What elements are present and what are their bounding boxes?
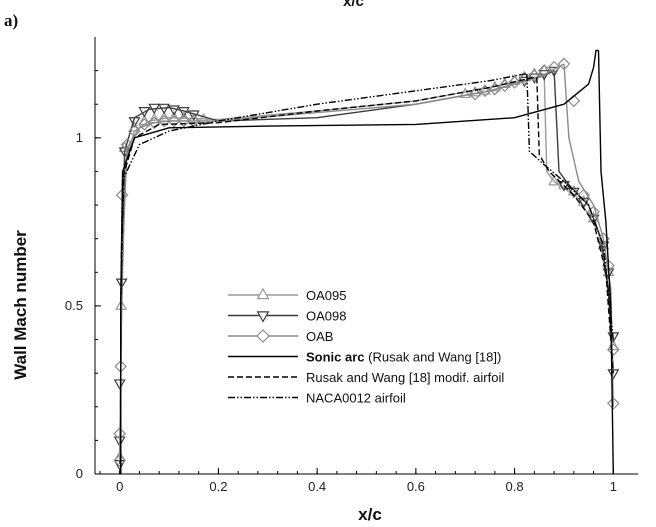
data-point-marker bbox=[128, 117, 141, 128]
data-point-marker bbox=[158, 103, 171, 115]
data-point-marker bbox=[468, 87, 482, 101]
x-tick-label: 0 bbox=[116, 479, 123, 494]
y-tick-label: 0 bbox=[76, 466, 83, 481]
series-line-lower bbox=[597, 50, 614, 475]
series-line-lower bbox=[536, 77, 614, 374]
series-line-lower bbox=[543, 73, 614, 374]
data-point-marker bbox=[148, 103, 161, 115]
legend-entry: NACA0012 airfoil bbox=[228, 391, 406, 406]
series-naca0012-airfoil bbox=[119, 73, 614, 474]
data-point-marker bbox=[557, 181, 570, 192]
legend: OA095 OA098 OAB Sonic arc (Rusak and Wang [… bbox=[228, 287, 504, 406]
legend-marker bbox=[256, 329, 270, 343]
data-point-marker bbox=[607, 369, 620, 380]
legend-label: OA098 bbox=[306, 309, 346, 324]
legend-label: NACA0012 airfoil bbox=[306, 391, 406, 406]
legend-entry: Sonic arc (Rusak and Wang [18]) bbox=[228, 350, 501, 365]
data-point-marker bbox=[557, 57, 571, 71]
legend-label: OA095 bbox=[306, 288, 346, 303]
data-point-marker bbox=[478, 84, 491, 95]
data-point-marker bbox=[138, 118, 151, 131]
series-line-upper bbox=[119, 76, 537, 474]
series-rusak-and-wang-18-modif-airfoil bbox=[119, 76, 614, 474]
data-point-marker bbox=[606, 397, 620, 410]
data-point-marker bbox=[177, 114, 191, 128]
data-point-marker bbox=[187, 110, 200, 122]
legend-entry: OA098 bbox=[228, 309, 346, 324]
series-line-lower bbox=[526, 73, 614, 340]
data-point-marker bbox=[167, 114, 181, 128]
series-line-upper bbox=[119, 49, 599, 474]
series-line-upper bbox=[119, 63, 565, 461]
legend-label: Sonic arc (Rusak and Wang [18]) bbox=[306, 350, 501, 365]
data-point-marker bbox=[498, 79, 512, 93]
x-tick-label: 0.8 bbox=[506, 479, 524, 494]
legend-entry: Rusak and Wang [18] modif. airfoil bbox=[228, 370, 504, 385]
data-point-marker bbox=[548, 66, 561, 78]
data-point-marker bbox=[478, 84, 492, 98]
data-point-marker bbox=[527, 69, 541, 83]
data-point-marker bbox=[488, 82, 502, 96]
data-point-marker bbox=[113, 460, 126, 471]
data-point-marker bbox=[606, 343, 620, 356]
data-layer bbox=[113, 49, 620, 475]
data-point-marker bbox=[138, 107, 151, 118]
legend-entry: OA095 bbox=[228, 287, 346, 303]
data-point-marker bbox=[587, 214, 600, 226]
series-sonic-arc-rusak-and-wang-18 bbox=[119, 49, 614, 475]
data-point-marker bbox=[113, 454, 127, 467]
x-tick-label: 1 bbox=[610, 479, 617, 494]
data-point-marker bbox=[138, 114, 151, 125]
y-tick-label: 1 bbox=[76, 130, 83, 145]
data-point-marker bbox=[147, 116, 161, 130]
data-point-marker bbox=[168, 105, 180, 116]
data-point-marker bbox=[557, 178, 570, 189]
y-axis-label: Wall Mach number bbox=[11, 230, 30, 380]
x-tick-label: 0.2 bbox=[209, 479, 227, 494]
x-tick-label: 0.4 bbox=[308, 479, 326, 494]
legend-label: OAB bbox=[306, 329, 333, 344]
data-point-marker bbox=[120, 138, 134, 151]
legend-marker bbox=[256, 311, 270, 323]
top-cut-label: x/c bbox=[343, 0, 364, 10]
data-point-marker bbox=[177, 107, 190, 118]
y-tick-label: 0.5 bbox=[65, 298, 83, 313]
data-point-marker bbox=[128, 124, 141, 138]
data-point-marker bbox=[538, 70, 551, 81]
data-point-marker bbox=[547, 60, 561, 74]
legend-marker bbox=[256, 287, 270, 300]
legend-entry: OAB bbox=[228, 329, 333, 344]
data-point-marker bbox=[597, 238, 610, 250]
x-tick-label: 0.6 bbox=[407, 479, 425, 494]
data-point-marker bbox=[157, 114, 171, 128]
data-point-marker bbox=[577, 194, 590, 206]
data-point-marker bbox=[113, 379, 126, 390]
series-line-lower bbox=[553, 70, 614, 374]
data-point-marker bbox=[548, 174, 561, 186]
series-line-upper bbox=[119, 73, 527, 474]
x-axis-label: x/c bbox=[358, 505, 382, 524]
series-line-lower bbox=[563, 63, 614, 407]
panel-label: a) bbox=[4, 11, 18, 30]
data-point-marker bbox=[537, 64, 551, 77]
data-point-marker bbox=[518, 72, 531, 86]
data-point-marker bbox=[508, 76, 521, 89]
axes-layer: 0 0.2 0.4 0.6 0.8 1 0 0.5 1 bbox=[65, 37, 638, 494]
data-point-marker bbox=[113, 427, 127, 441]
legend-label: Rusak and Wang [18] modif. airfoil bbox=[306, 370, 504, 385]
